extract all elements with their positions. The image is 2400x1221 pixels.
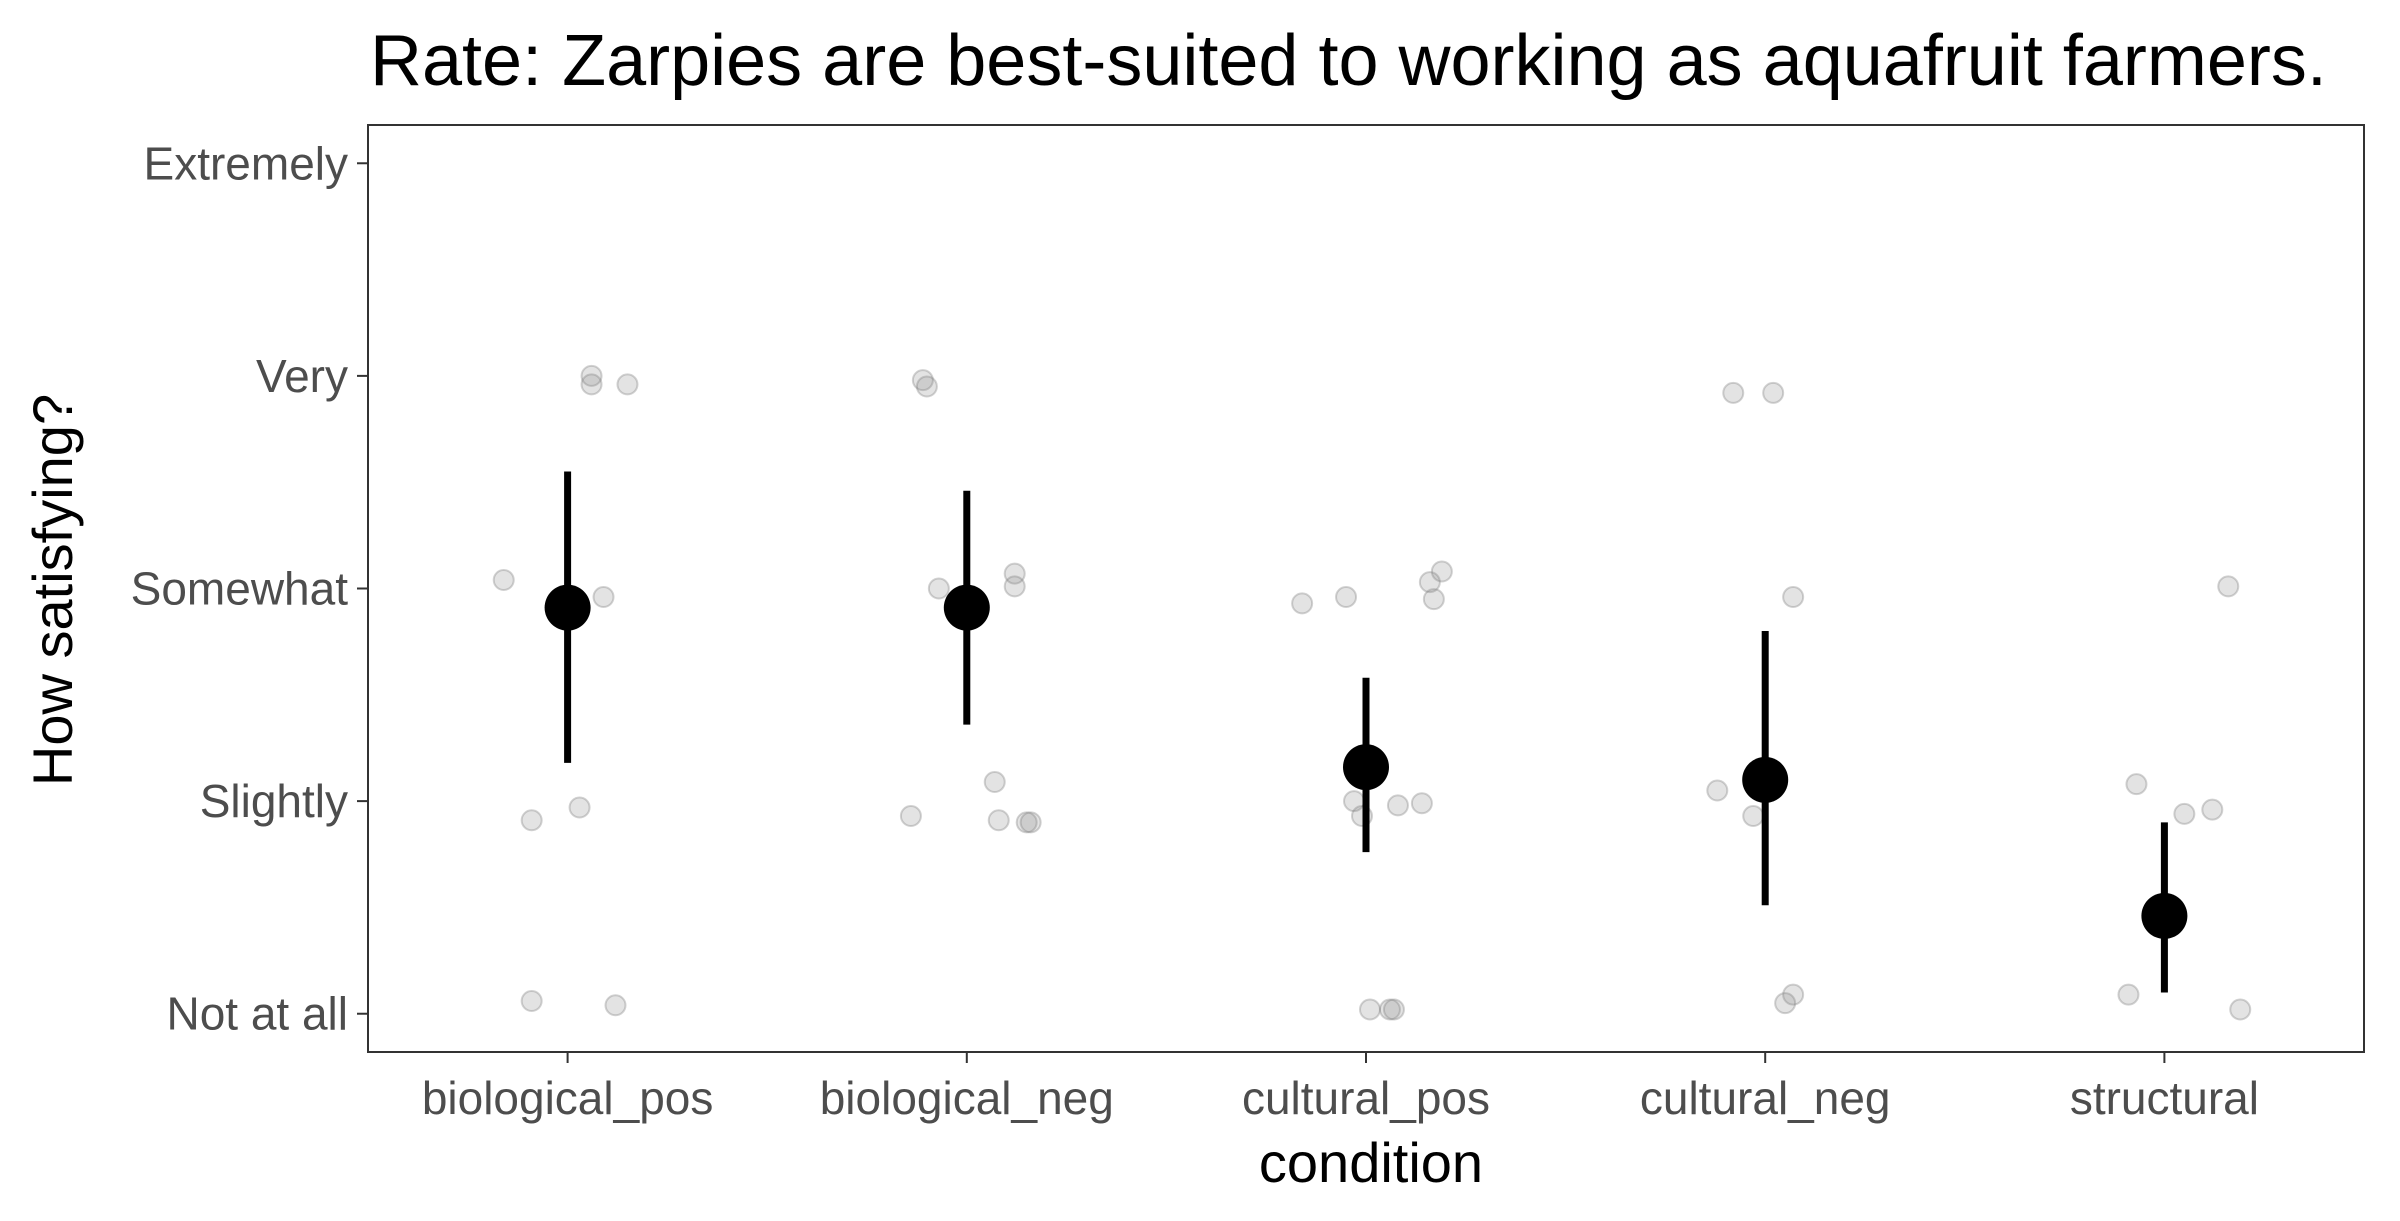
data-point [1335,586,1358,609]
data-point [1003,575,1026,598]
data-point [1003,562,1026,585]
data-point [616,373,639,396]
data-point [1774,992,1797,1015]
x-axis: biological_pos biological_neg cultural_pos… [422,1052,2259,1124]
data-point [492,568,515,591]
data-point [1742,804,1765,827]
data-point [1291,592,1314,615]
data-point [1410,792,1433,815]
data-point [1722,381,1745,404]
data-point [911,369,934,392]
data-point [1386,794,1409,817]
data-point [604,994,627,1017]
y-tick-label: Very [256,350,348,402]
mean-point [544,584,591,631]
y-tick-label: Somewhat [131,563,349,615]
data-point [899,804,922,827]
data-point [1019,811,1042,834]
data-point [1422,588,1445,611]
y-tick-label: Extremely [144,137,348,189]
raw-points [492,364,2252,1021]
x-tick-label: biological_neg [820,1072,1114,1124]
x-tick-label: biological_pos [422,1072,714,1124]
x-tick-label: structural [2070,1072,2259,1124]
x-axis-title: condition [1259,1131,1483,1194]
data-point [1015,811,1038,834]
data-point [580,373,603,396]
y-axis: Not at all Slightly Somewhat Very Extremely [131,137,368,1040]
data-point [1430,560,1453,583]
data-point [1782,983,1805,1006]
y-axis-title: How satisfying? [21,394,84,786]
data-point [2173,802,2196,825]
data-point [2117,983,2140,1006]
data-point [2201,798,2224,821]
data-point [1418,571,1441,594]
plot-panel [367,124,2365,1053]
mean-points [544,584,2188,939]
data-point [520,809,543,832]
y-tick-label: Slightly [200,775,348,827]
data-point [915,375,938,398]
x-tick-label: cultural_neg [1640,1072,1891,1124]
data-point [2125,773,2148,796]
y-tick-label: Not at all [166,988,348,1040]
data-point [1358,998,1381,1021]
mean-point [1742,756,1789,803]
x-tick-label: cultural_pos [1242,1072,1490,1124]
data-point [568,796,591,819]
data-point [592,586,615,609]
data-point [580,364,603,387]
mean-point [943,584,990,631]
data-point [1782,586,1805,609]
data-point [1762,381,1785,404]
data-point [987,809,1010,832]
data-point [927,577,950,600]
chart-title: Rate: Zarpies are best-suited to working… [370,21,2327,101]
data-point [2229,998,2252,1021]
data-point [520,989,543,1012]
data-point [1706,779,1729,802]
data-point [2217,575,2240,598]
mean-point [2141,892,2188,939]
data-point [1378,998,1401,1021]
mean-point [1343,744,1389,791]
data-point [1382,998,1405,1021]
data-point [983,770,1006,793]
